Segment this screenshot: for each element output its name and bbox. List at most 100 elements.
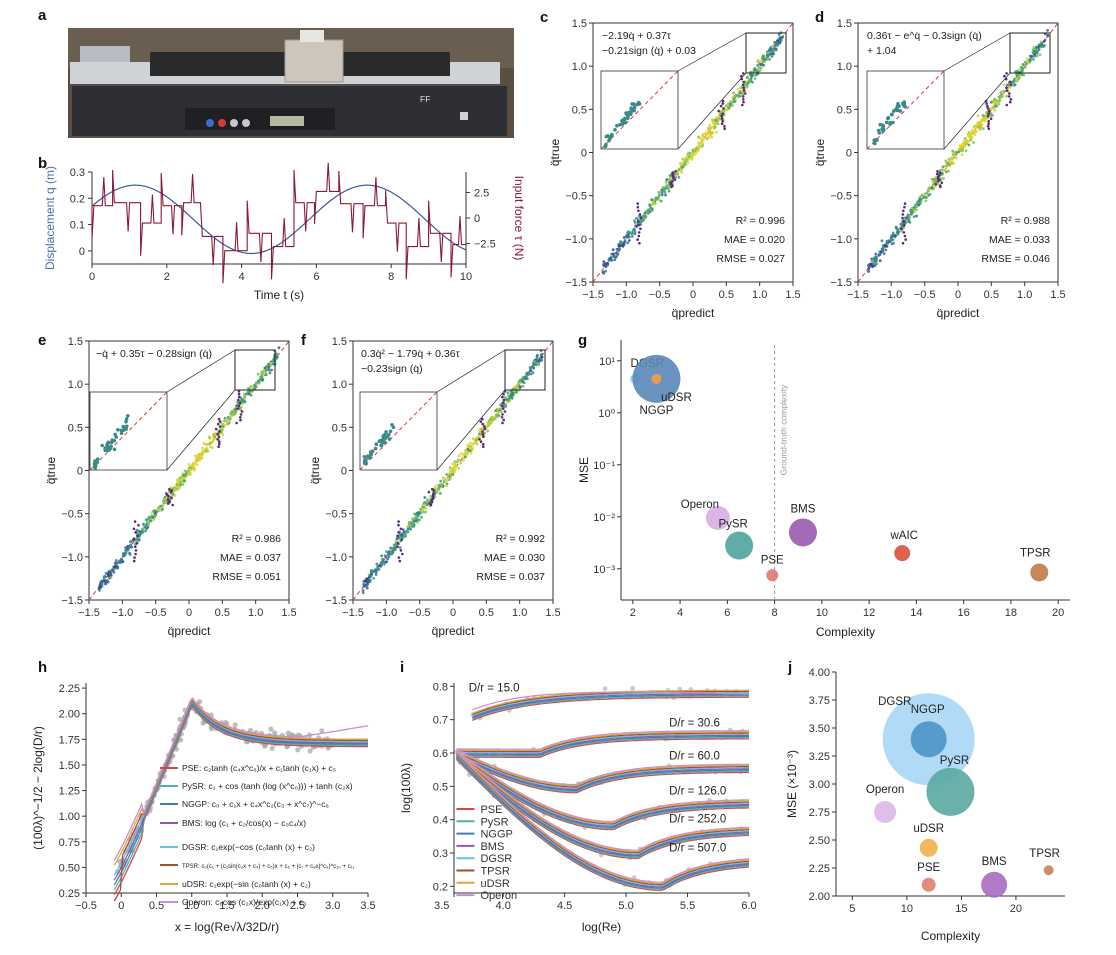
c-point — [759, 66, 763, 70]
f-inset-point — [370, 449, 375, 454]
c-point — [732, 91, 735, 95]
i-model-curve-bms — [456, 755, 750, 856]
c-point — [736, 88, 740, 91]
d-point — [991, 114, 995, 117]
f-inset-point — [387, 437, 392, 441]
f-point — [456, 458, 460, 462]
e-point — [233, 412, 236, 416]
c-inset-point — [632, 105, 637, 110]
f-inset-point — [383, 432, 387, 437]
h-data-point — [307, 748, 313, 754]
h-legend-label: uDSR: c₁exp(−sin (c₀tanh (x) + c₂) — [182, 879, 311, 889]
f-metric: RMSE = 0.037 — [476, 571, 545, 583]
d-outlier-point — [903, 205, 906, 209]
c-point — [715, 116, 718, 119]
c-point — [713, 125, 717, 129]
e-point — [269, 361, 273, 365]
e-point — [220, 422, 224, 426]
c-point — [622, 236, 626, 239]
c-point — [756, 63, 759, 67]
f-point — [526, 373, 529, 376]
d-inset-point — [884, 120, 889, 125]
f-outlier-point — [401, 552, 404, 556]
e-point — [268, 371, 272, 375]
e-outlier-point — [239, 416, 242, 419]
e-outlier-point — [218, 420, 222, 423]
c-outlier-point — [636, 205, 640, 209]
h-y-tick-label: 2.00 — [59, 709, 80, 721]
i-y-tick-label: 0.8 — [433, 681, 448, 693]
e-point — [106, 573, 110, 576]
e-point — [253, 383, 256, 387]
e-outlier-point — [171, 503, 174, 507]
c-outlier-point — [637, 234, 641, 238]
e-inset-point — [121, 425, 126, 429]
d-outlier-point — [903, 202, 907, 205]
i-legend-label: BMS — [480, 841, 504, 853]
b-x-tick-label: 2 — [164, 271, 170, 283]
e-point — [184, 472, 188, 476]
f-point — [416, 514, 420, 518]
c-inset-point — [629, 109, 634, 114]
c-point — [780, 35, 784, 39]
c-point — [635, 216, 638, 220]
e-point — [254, 385, 258, 389]
c-metric: MAE = 0.020 — [724, 234, 785, 246]
e-zoom-box — [234, 349, 276, 391]
h-y-tick-label: 0.50 — [59, 862, 80, 874]
f-point — [532, 363, 536, 367]
d-point — [873, 264, 876, 268]
i-model-curve-nggp — [456, 756, 750, 889]
i-model-curve-tpsr — [456, 732, 749, 753]
d-outlier-point — [1005, 89, 1009, 92]
c-point — [758, 68, 762, 72]
e-point — [115, 563, 118, 566]
d-inset-point — [894, 107, 899, 111]
h-legend-label: PySR: c₁ + cos (tanh (log (x^c₀))) + tan… — [182, 781, 353, 791]
g-x-tick-label: 16 — [958, 607, 970, 619]
d-point — [927, 185, 931, 189]
e-x-tick-label: 1.0 — [248, 607, 263, 619]
f-point — [375, 562, 379, 566]
c-point — [762, 54, 766, 58]
e-y-axis-label: q̈true — [44, 457, 58, 485]
d-outlier-point — [940, 181, 943, 184]
e-inset-connector — [166, 349, 236, 393]
i-model-curve-bms — [472, 693, 750, 718]
e-point — [161, 504, 165, 508]
c-point — [741, 92, 745, 96]
f-point — [408, 527, 412, 531]
i-y-tick-label: 0.5 — [433, 781, 448, 793]
e-point — [142, 522, 145, 526]
d-point — [964, 141, 968, 145]
f-outlier-point — [481, 432, 485, 436]
f-point — [365, 577, 369, 581]
c-point — [625, 235, 629, 239]
h-x-tick-label: 0 — [118, 900, 124, 912]
c-point — [736, 95, 740, 99]
d-point — [875, 262, 878, 266]
d-inset-point — [898, 109, 903, 113]
d-point — [960, 148, 963, 152]
f-outlier-point — [481, 422, 485, 426]
e-point — [187, 468, 191, 472]
c-inset-point — [613, 128, 617, 132]
i-curve-label: D/r = 60.0 — [669, 751, 720, 763]
g-point-pse — [766, 569, 779, 582]
e-x-axis-label: q̈predict — [168, 624, 211, 638]
c-point — [632, 228, 636, 232]
f-point — [406, 527, 410, 531]
e-point — [270, 368, 274, 372]
c-outlier-point — [723, 127, 726, 131]
e-point — [234, 407, 238, 411]
f-outlier-point — [501, 407, 505, 410]
f-metric: R² = 0.992 — [496, 533, 545, 545]
d-point — [926, 189, 930, 193]
h-x-tick-label: 3.5 — [360, 900, 375, 912]
f-point — [439, 479, 443, 483]
i-model-curve-pse — [456, 757, 749, 794]
f-point — [414, 519, 418, 523]
d-point — [978, 127, 982, 130]
f-point — [471, 437, 475, 441]
